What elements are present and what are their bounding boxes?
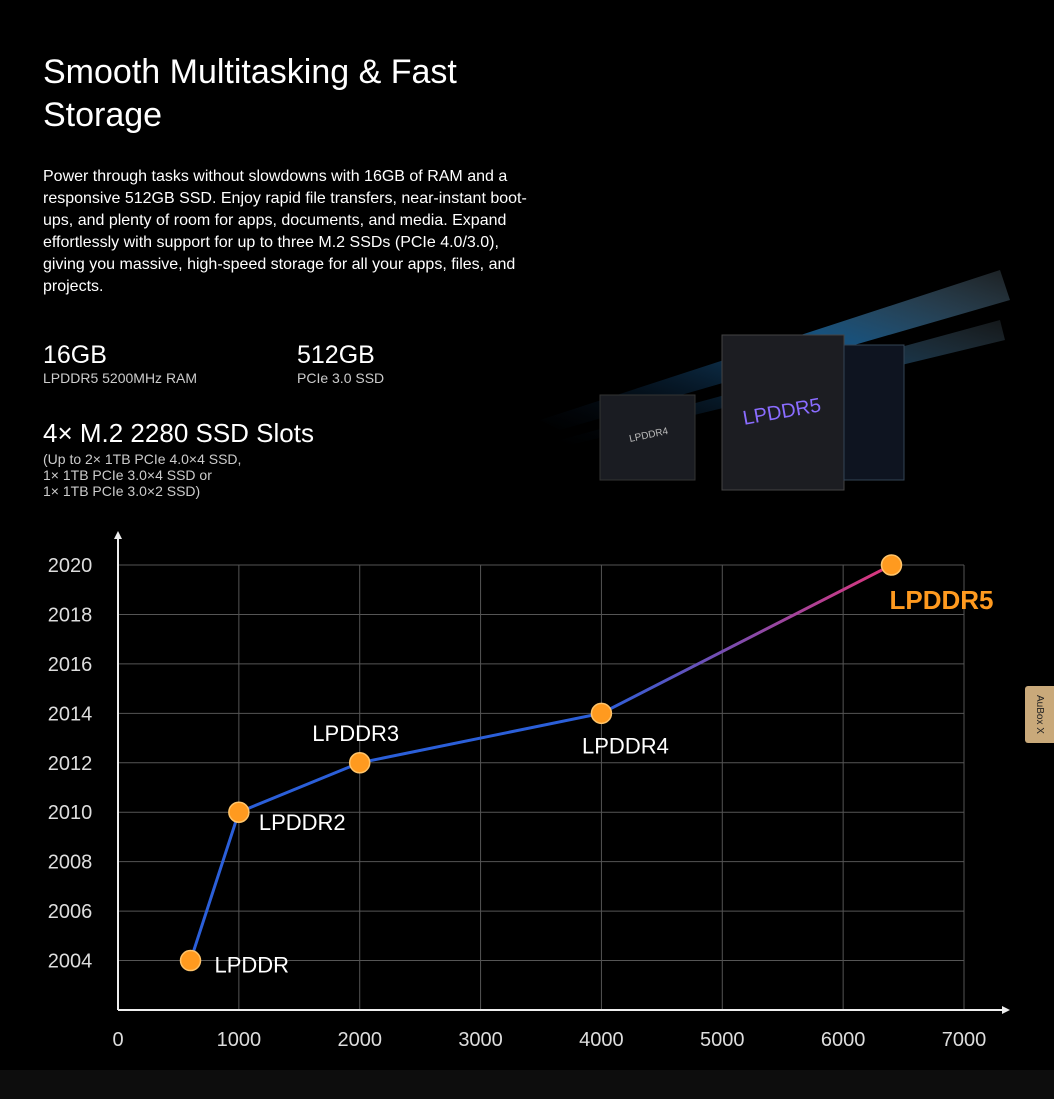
data-point [590,702,613,725]
y-tick-label: 2020 [48,555,93,577]
x-tick-label: 2000 [337,1029,382,1051]
y-axis-arrow [114,531,122,539]
x-tick-label: 1000 [217,1029,262,1051]
x-tick-label: 7000 [942,1029,987,1051]
spec-label: PCIe 3.0 SSD [297,370,385,386]
data-label: LPDDR2 [259,810,346,835]
data-label: LPDDR5 [889,585,993,615]
hero-image: LPDDR4 LPDDR5 [540,270,1010,491]
y-tick-label: 2012 [48,753,93,775]
data-point [179,949,202,972]
slots-line: 1× 1TB PCIe 3.0×4 SSD or [43,467,212,483]
y-tick-label: 2010 [48,802,93,824]
y-tick-label: 2006 [48,901,93,923]
data-point [880,554,903,576]
x-tick-label: 4000 [579,1029,624,1051]
spec: 512GB PCIe 3.0 SSD [297,341,384,386]
slots: 4× M.2 2280 SSD Slots (Up to 2× 1TB PCIe… [43,418,314,499]
y-tick-label: 2014 [48,703,93,725]
data-point [348,752,371,774]
data-label: LPDDR3 [312,721,399,746]
x-tick-label: 6000 [821,1029,866,1051]
x-tick-label: 3000 [458,1029,503,1051]
y-tick-label: 2016 [48,654,93,676]
spec-value: 512GB [297,341,375,369]
spec: 16GB LPDDR5 5200MHz RAM [43,341,197,386]
y-tick-label: 2008 [48,852,93,874]
data-label: LPDDR4 [582,733,669,758]
data-label: LPDDR [215,953,290,978]
y-tick-label: 2018 [48,604,93,626]
slots-line: 1× 1TB PCIe 3.0×2 SSD) [43,483,201,499]
chart: LPDDR4 LPDDR5 2004 2006 2008 2010 2012 2014 20… [48,270,1010,1051]
side-tab[interactable]: AuBox X [1025,686,1054,743]
data-point [228,801,250,823]
slots-line: (Up to 2× 1TB PCIe 4.0×4 SSD, [43,451,242,467]
x-tick-label: 0 [112,1029,123,1051]
spec-label: LPDDR5 5200MHz RAM [43,370,198,386]
title: Smooth Multitasking & Fast Storage [43,53,457,134]
footer-strip [0,1070,1054,1099]
body-text: Power through tasks without slowdowns wi… [43,168,527,295]
slots-title: 4× M.2 2280 SSD Slots [43,418,314,448]
x-axis-arrow [1002,1006,1010,1014]
spec-value: 16GB [43,341,107,369]
y-tick-label: 2004 [48,951,93,973]
x-tick-label: 5000 [700,1029,745,1051]
